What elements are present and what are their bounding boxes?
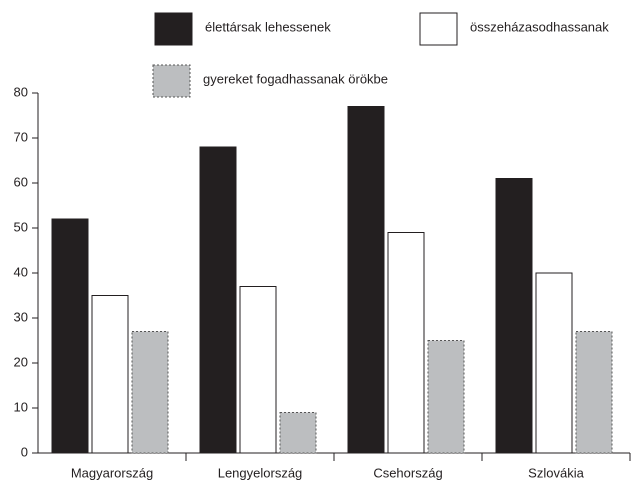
legend-label: élettársak lehessenek bbox=[205, 19, 331, 34]
legend-label: összeházasodhassanak bbox=[470, 19, 609, 34]
y-tick-label: 10 bbox=[14, 399, 28, 414]
bar bbox=[239, 286, 277, 454]
bar bbox=[279, 412, 317, 454]
bar bbox=[51, 218, 89, 454]
bar bbox=[131, 331, 169, 454]
y-tick-label: 20 bbox=[14, 354, 28, 369]
bar bbox=[387, 232, 425, 454]
y-tick-label: 80 bbox=[14, 84, 28, 99]
bar bbox=[199, 146, 237, 454]
bar bbox=[495, 178, 533, 454]
legend-swatch bbox=[419, 12, 458, 46]
bar bbox=[91, 295, 129, 454]
x-tick-label: Csehország bbox=[373, 465, 442, 480]
y-tick-label: 30 bbox=[14, 309, 28, 324]
bar bbox=[575, 331, 613, 454]
y-tick-label: 60 bbox=[14, 174, 28, 189]
y-tick-label: 50 bbox=[14, 219, 28, 234]
legend-label: gyereket fogadhassanak örökbe bbox=[203, 71, 388, 86]
bar bbox=[347, 106, 385, 454]
legend-swatch bbox=[152, 64, 191, 98]
y-tick-label: 40 bbox=[14, 264, 28, 279]
bar bbox=[535, 272, 573, 454]
legend-swatch bbox=[154, 12, 193, 46]
bar bbox=[427, 340, 465, 454]
y-tick-label: 70 bbox=[14, 129, 28, 144]
x-tick-label: Lengyelország bbox=[218, 465, 303, 480]
x-tick-label: Magyarország bbox=[71, 465, 153, 480]
y-tick-label: 0 bbox=[21, 444, 28, 459]
x-tick-label: Szlovákia bbox=[528, 465, 584, 480]
